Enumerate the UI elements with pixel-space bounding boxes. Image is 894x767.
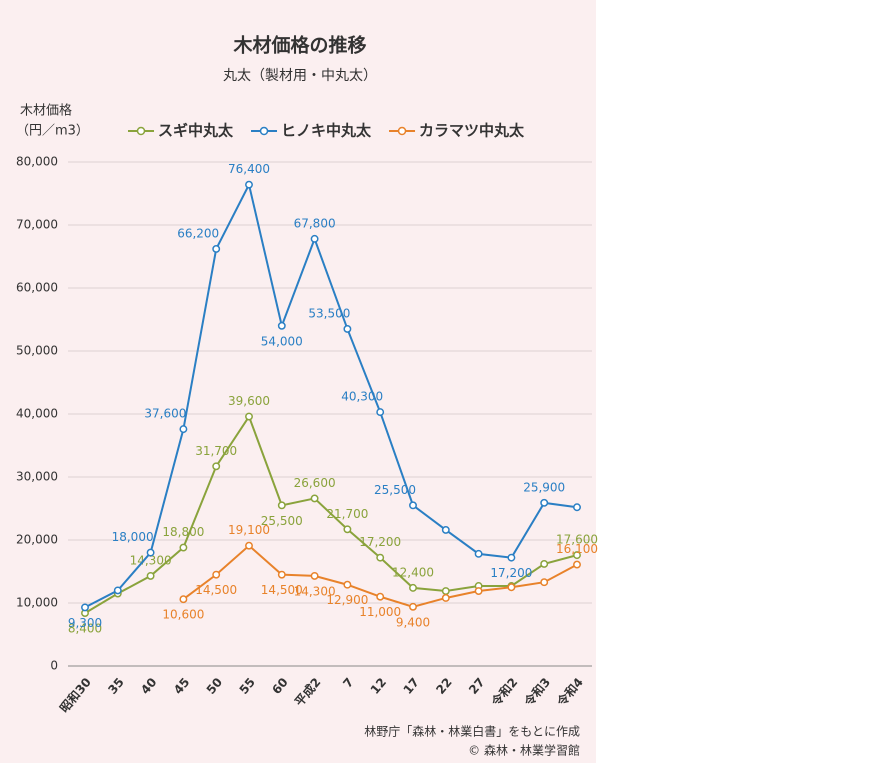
- data-label: 16,100: [556, 542, 598, 556]
- marker: [212, 244, 221, 253]
- marker: [277, 321, 286, 330]
- legend-label: ヒノキ中丸太: [281, 122, 372, 140]
- data-label: 18,800: [162, 525, 204, 539]
- copyright: © 森林・林業学習館: [468, 743, 580, 758]
- marker: [245, 412, 253, 421]
- legend-label: カラマツ中丸太: [419, 122, 525, 140]
- y-tick-label: 40,000: [16, 407, 58, 421]
- data-label: 25,900: [523, 480, 565, 494]
- data-label: 25,500: [261, 514, 303, 528]
- data-label: 26,600: [294, 476, 336, 490]
- marker: [343, 525, 352, 534]
- legend-marker: [259, 126, 269, 136]
- marker: [573, 560, 581, 569]
- legend-label: スギ中丸太: [158, 122, 234, 140]
- data-label: 12,900: [326, 593, 368, 607]
- marker: [310, 571, 319, 580]
- marker: [540, 578, 549, 587]
- marker: [310, 234, 319, 243]
- marker: [179, 595, 188, 604]
- marker: [113, 586, 122, 595]
- data-label: 31,700: [195, 444, 237, 458]
- data-label: 19,100: [228, 523, 270, 537]
- data-label: 14,500: [261, 583, 303, 597]
- marker: [441, 587, 450, 595]
- line: [84, 414, 578, 614]
- y-tick-label: 10,000: [16, 596, 58, 610]
- data-label: 12,400: [392, 565, 434, 579]
- chart-title: 木材価格の推移: [232, 34, 366, 57]
- y-axis-label: （円／m3）: [16, 124, 89, 139]
- marker: [310, 494, 319, 503]
- data-label: 39,600: [228, 394, 270, 408]
- data-label: 14,300: [294, 584, 336, 598]
- marker: [376, 553, 385, 562]
- legend-marker: [397, 126, 407, 136]
- y-tick-label: 50,000: [16, 344, 58, 358]
- data-label: 11,000: [359, 605, 401, 619]
- data-label: 9,300: [68, 616, 102, 630]
- data-label: 67,800: [294, 216, 336, 230]
- legend-marker: [136, 126, 146, 136]
- data-label: 53,500: [308, 306, 350, 320]
- marker: [540, 498, 549, 507]
- y-tick-label: 30,000: [16, 470, 58, 484]
- data-label: 17,200: [490, 566, 532, 580]
- marker: [179, 425, 188, 434]
- data-label: 40,300: [341, 390, 383, 404]
- marker: [179, 543, 188, 552]
- marker: [507, 583, 516, 592]
- marker: [540, 559, 549, 568]
- y-tick-label: 70,000: [16, 218, 58, 232]
- chart-background: [0, 0, 596, 763]
- marker: [376, 592, 385, 601]
- data-label: 37,600: [144, 407, 186, 421]
- marker: [474, 549, 483, 558]
- data-label: 25,500: [374, 483, 416, 497]
- line: [84, 181, 578, 609]
- y-tick-label: 20,000: [16, 533, 58, 547]
- data-label: 8,400: [68, 622, 102, 636]
- marker: [212, 570, 221, 579]
- marker: [343, 580, 352, 589]
- data-label: 54,000: [261, 334, 303, 348]
- marker: [245, 180, 253, 189]
- data-label: 10,600: [162, 608, 204, 622]
- data-label: 21,700: [326, 507, 368, 521]
- marker: [573, 551, 581, 560]
- data-label: 9,400: [396, 615, 430, 629]
- marker: [409, 602, 417, 611]
- chart-subtitle: 丸太（製材用・中丸太）: [223, 68, 377, 84]
- y-axis-label: 木材価格: [20, 103, 72, 119]
- data-label: 17,600: [556, 533, 598, 547]
- y-tick-label: 80,000: [16, 155, 58, 169]
- data-label: 18,000: [112, 530, 154, 544]
- data-label: 66,200: [177, 226, 219, 240]
- marker: [376, 408, 385, 417]
- marker: [277, 570, 286, 579]
- marker: [81, 603, 89, 612]
- marker: [573, 503, 581, 512]
- marker: [409, 583, 417, 592]
- marker: [146, 571, 155, 580]
- data-label: 17,200: [359, 535, 401, 549]
- marker: [245, 541, 253, 550]
- marker: [409, 501, 417, 510]
- marker: [441, 525, 450, 534]
- marker: [441, 594, 450, 602]
- marker: [212, 462, 221, 471]
- y-tick-label: 0: [50, 659, 58, 673]
- source: 林野庁「森林・林業白書」をもとに作成: [364, 724, 580, 739]
- marker: [343, 325, 352, 333]
- y-tick-label: 60,000: [16, 281, 58, 295]
- marker: [277, 501, 286, 510]
- data-label: 76,400: [228, 162, 270, 176]
- data-label: 14,500: [195, 583, 237, 597]
- marker: [474, 587, 483, 595]
- marker: [507, 553, 516, 562]
- marker: [146, 548, 155, 557]
